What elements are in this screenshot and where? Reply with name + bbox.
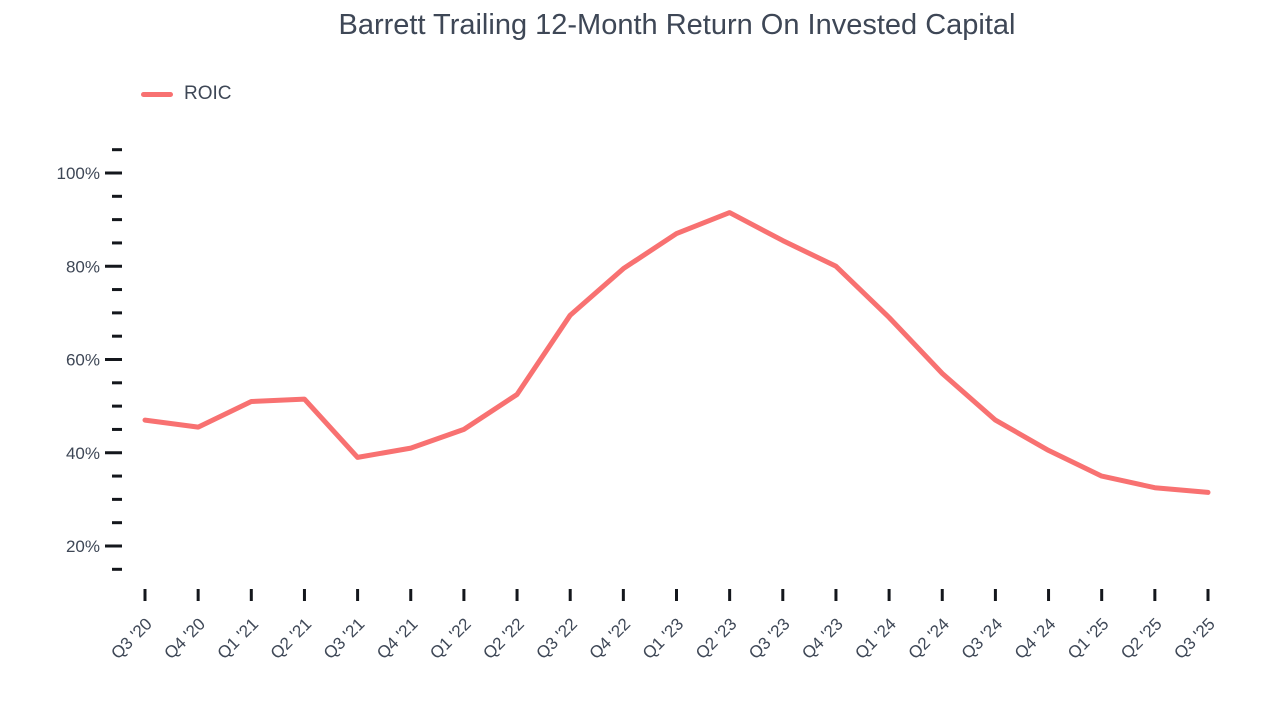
x-axis-label: Q1 '23 [639, 614, 687, 662]
x-axis-label: Q4 '24 [1011, 614, 1059, 662]
x-axis-label: Q2 '22 [479, 614, 527, 662]
x-axis-label: Q2 '25 [1117, 614, 1165, 662]
x-axis-label: Q4 '21 [373, 614, 421, 662]
y-axis-label: 60% [66, 351, 100, 370]
x-axis-label: Q1 '24 [851, 614, 899, 662]
x-axis-label: Q1 '25 [1064, 614, 1112, 662]
x-axis-label: Q3 '21 [320, 614, 368, 662]
x-axis-label: Q3 '22 [533, 614, 581, 662]
y-axis-label: 80% [66, 257, 100, 276]
y-axis-label: 100% [57, 164, 100, 183]
chart-title: Barrett Trailing 12-Month Return On Inve… [338, 9, 1016, 41]
y-axis-label: 40% [66, 444, 100, 463]
legend-label: ROIC [184, 83, 232, 104]
x-axis-label: Q3 '25 [1170, 614, 1218, 662]
legend-line-swatch [141, 91, 173, 97]
x-axis-label: Q2 '24 [905, 614, 953, 662]
x-axis-label: Q3 '24 [958, 614, 1006, 662]
roic-line [142, 210, 1211, 495]
x-axis-label: Q2 '23 [692, 614, 740, 662]
x-axis-label: Q4 '23 [798, 614, 846, 662]
x-axis-label: Q1 '21 [214, 614, 262, 662]
legend: ROIC [141, 83, 232, 105]
x-axis-label: Q2 '21 [267, 614, 315, 662]
x-axis-label: Q3 '23 [745, 614, 793, 662]
x-axis-label: Q4 '20 [160, 614, 208, 662]
x-axis-label: Q3 '20 [107, 614, 155, 662]
x-axis-label: Q4 '22 [586, 614, 634, 662]
x-axis-label: Q1 '22 [426, 614, 474, 662]
y-axis-label: 20% [66, 537, 100, 556]
